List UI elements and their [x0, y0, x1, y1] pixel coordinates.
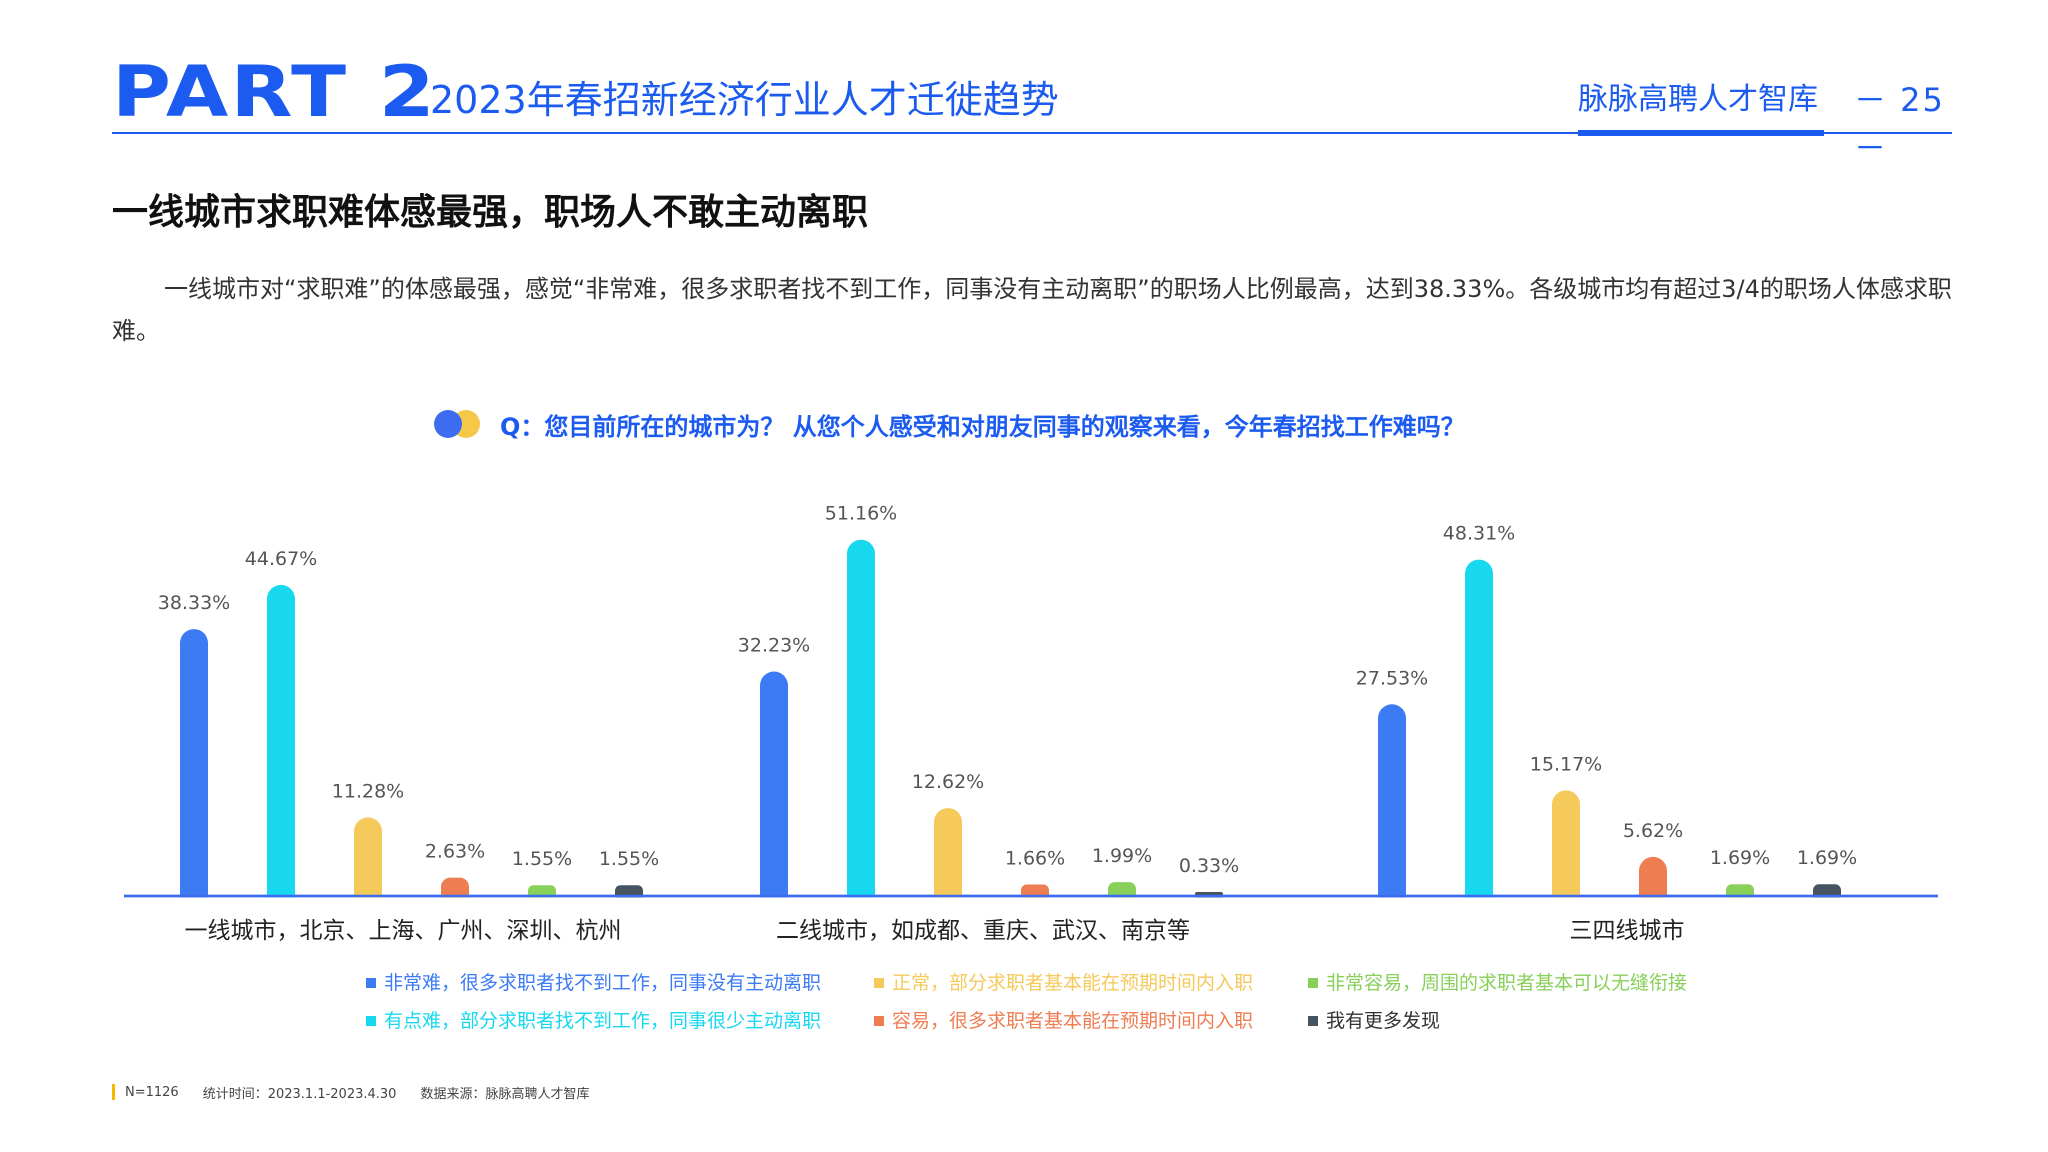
bar: [1465, 559, 1493, 910]
bar: [760, 671, 788, 910]
legend-item: 非常难，很多求职者找不到工作，同事没有主动离职: [366, 968, 821, 998]
data-label: 12.62%: [912, 771, 984, 793]
bar: [847, 539, 875, 910]
bar: [180, 629, 208, 910]
bar: [267, 584, 295, 910]
brand-name: 脉脉高聘人才智库: [1578, 82, 1818, 117]
summary-paragraph: 一线城市对“求职难”的体感最强，感觉“非常难，很多求职者找不到工作，同事没有主动…: [112, 275, 1952, 345]
legend-item: 容易，很多求职者基本能在预期时间内入职: [874, 1006, 1253, 1036]
survey-question: Q：您目前所在的城市为？ 从您个人感受和对朋友同事的观察来看，今年春招找工作难吗…: [432, 396, 1465, 452]
data-label: 15.17%: [1530, 753, 1602, 775]
section-headline: 一线城市求职难体感最强，职场人不敢主动离职: [112, 192, 869, 233]
legend-label: 非常难，很多求职者找不到工作，同事没有主动离职: [384, 972, 822, 994]
data-label: 0.33%: [1179, 855, 1239, 877]
footnote-marker: [112, 1084, 115, 1100]
baseline-mask: [124, 897, 1938, 914]
data-label: 48.31%: [1443, 523, 1515, 545]
data-label: 51.16%: [825, 503, 897, 525]
bar: [1813, 884, 1841, 902]
chart-legend: 非常难，很多求职者找不到工作，同事没有主动离职 有点难，部分求职者找不到工作，同事…: [366, 968, 1766, 1048]
question-text: Q：您目前所在的城市为？ 从您个人感受和对朋友同事的观察来看，今年春招找工作难吗…: [500, 412, 1465, 441]
legend-swatch: [366, 1016, 376, 1026]
category-label: 二线城市，如成都、重庆、武汉、南京等: [776, 918, 1190, 944]
legend-item: 正常，部分求职者基本能在预期时间内入职: [874, 968, 1253, 998]
data-label: 1.69%: [1710, 847, 1770, 869]
page-number: － 25 －: [1854, 81, 1945, 167]
legend-swatch: [366, 978, 376, 988]
header-divider: [112, 132, 1952, 134]
data-label: 5.62%: [1623, 820, 1683, 842]
legend-label: 容易，很多求职者基本能在预期时间内入职: [892, 1010, 1254, 1032]
sample-size: N=1126: [125, 1084, 179, 1100]
report-subtitle: 2023年春招新经济行业人才迁徙趋势: [430, 78, 1059, 122]
bar: [1552, 790, 1580, 910]
category-label: 一线城市，北京、上海、广州、深圳、杭州: [185, 918, 622, 944]
data-source: 数据来源：脉脉高聘人才智库: [420, 1086, 590, 1102]
legend-item: 有点难，部分求职者找不到工作，同事很少主动离职: [366, 1006, 821, 1036]
category-label: 三四线城市: [1570, 918, 1685, 944]
bar-chart: 38.33% 44.67% 11.28% 2.63% 1.55% 1.55% 一线城市，北京…: [124, 503, 1938, 944]
survey-period: 统计时间：2023.1.1-2023.4.30: [202, 1086, 397, 1102]
question-dots-icon: [432, 408, 484, 440]
data-label: 2.63%: [425, 841, 485, 863]
legend-swatch: [874, 978, 884, 988]
legend-swatch: [1308, 978, 1318, 988]
data-label: 32.23%: [738, 635, 810, 657]
data-label: 1.69%: [1797, 847, 1857, 869]
bar: [1021, 884, 1049, 902]
bar: [528, 885, 556, 902]
legend-swatch: [1308, 1016, 1318, 1026]
bar: [934, 808, 962, 910]
data-label: 11.28%: [332, 780, 404, 802]
page-header: PART 2 2023年春招新经济行业人才迁徙趋势 脉脉高聘人才智库 － 25 …: [112, 51, 1952, 167]
legend-item: 我有更多发现: [1308, 1006, 1440, 1036]
legend-label: 我有更多发现: [1326, 1010, 1441, 1032]
legend-swatch: [874, 1016, 884, 1026]
data-label: 1.55%: [599, 848, 659, 870]
data-label: 1.99%: [1092, 845, 1152, 867]
legend-label: 正常，部分求职者基本能在预期时间内入职: [892, 972, 1254, 994]
footnote: N=1126 统计时间：2023.1.1-2023.4.30 数据来源：脉脉高聘…: [112, 1082, 613, 1102]
bar: [1726, 884, 1754, 902]
bar: [615, 885, 643, 902]
part-label: PART 2: [112, 51, 438, 133]
data-label: 44.67%: [245, 548, 317, 570]
data-label: 1.55%: [512, 848, 572, 870]
legend-label: 非常容易，周围的求职者基本可以无缝衔接: [1326, 972, 1688, 994]
legend-label: 有点难，部分求职者找不到工作，同事很少主动离职: [384, 1010, 822, 1032]
data-label: 27.53%: [1356, 667, 1428, 689]
bar: [354, 817, 382, 910]
data-label: 1.66%: [1005, 847, 1065, 869]
bar: [1378, 704, 1406, 910]
data-label: 38.33%: [158, 592, 230, 614]
legend-item: 非常容易，周围的求职者基本可以无缝衔接: [1308, 968, 1687, 998]
